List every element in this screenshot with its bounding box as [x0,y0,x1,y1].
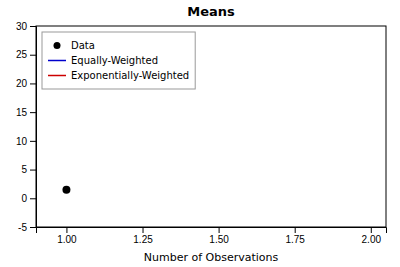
tick-mark [295,227,296,233]
tick-label: 1.25 [133,234,153,245]
tick-mark [66,227,67,233]
tick: 10 [16,136,36,147]
tick: 5 [21,164,36,175]
tick: -5 [18,222,36,233]
tick: 20 [16,78,36,89]
tick-mark [30,26,36,27]
legend-swatch [48,75,66,77]
tick-label: 20 [16,78,28,89]
plot: 1.00 1.25 1.50 1.75 2.00 -5 0 5 10 15 20 25 30 Data Eq… [16,21,387,245]
tick-mark [219,227,220,233]
tick-label: -5 [18,222,27,233]
tick: 25 [16,49,36,60]
tick-label: 0 [21,193,27,204]
tick-mark [30,170,36,171]
title: Means [187,4,235,19]
axis-line [37,228,387,234]
y-axis: -5 0 5 10 15 20 25 30 [16,21,37,233]
tick-label: 1.50 [209,234,229,245]
chart: Means 1.00 1.25 1.50 1.75 2.00 -5 0 5 10 15 20 25 30 D… [0,0,400,267]
tick: 15 [16,107,36,118]
tick: 1.00 [57,227,77,245]
legend-swatch [48,60,66,62]
tick-label: 10 [16,136,28,147]
tick-mark [143,227,144,233]
tick-label: 1.75 [285,234,305,245]
legend: Data Equally-Weighted Exponentially-Weight… [42,32,195,89]
marks [62,186,70,194]
tick-mark [30,55,36,56]
tick: 0 [21,193,36,204]
point [62,186,70,194]
tick: 2.00 [362,227,382,245]
tick-mark [30,141,36,142]
x-axis: 1.00 1.25 1.50 1.75 2.00 [37,227,387,245]
legend-label: Data [71,40,95,51]
plot-frame [36,26,386,227]
tick-label: 30 [16,21,28,32]
tick: 1.50 [209,227,229,245]
tick-label: 2.00 [362,234,382,245]
legend-label: Equally-Weighted [71,55,158,66]
tick-mark [30,83,36,84]
tick: 30 [16,21,36,32]
tick-label: 5 [21,164,27,175]
tick-mark [30,227,36,228]
tick-mark [30,112,36,113]
tick-mark [371,227,372,233]
axis-line [30,27,37,228]
tick: 1.25 [133,227,153,245]
legend-label: Exponentially-Weighted [71,70,189,81]
tick-mark [30,198,36,199]
tick-label: 25 [16,49,28,60]
legend-swatch [54,42,61,49]
tick-label: 15 [16,107,28,118]
legend-box [42,32,195,89]
tick: 1.75 [285,227,305,245]
tick-label: 1.00 [57,234,77,245]
x-axis-title: Number of Observations [144,251,279,264]
